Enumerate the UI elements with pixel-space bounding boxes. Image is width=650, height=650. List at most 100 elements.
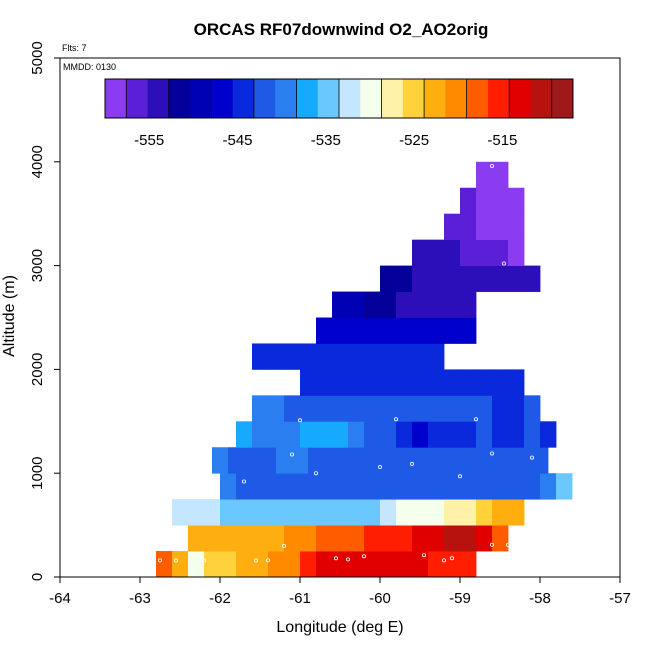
heatmap-cell — [412, 499, 429, 526]
sample-point — [473, 417, 478, 422]
heatmap-cell — [364, 421, 381, 448]
colorbar-segment — [253, 79, 276, 118]
heatmap-cell — [484, 447, 501, 474]
heatmap-cell — [492, 473, 509, 500]
heatmap-cell — [460, 473, 477, 500]
heatmap-cell — [316, 421, 333, 448]
heatmap-cell — [340, 447, 357, 474]
sample-point — [289, 452, 294, 457]
x-tick-label: -58 — [529, 590, 551, 607]
heatmap-cell — [412, 265, 429, 292]
heatmap-cell — [380, 551, 397, 578]
heatmap-cell — [428, 473, 445, 500]
y-tick-label: 5000 — [29, 41, 46, 74]
heatmap-cell — [348, 473, 365, 500]
x-tick-label: -63 — [129, 590, 151, 607]
heatmap-cell — [492, 187, 509, 215]
sample-point — [393, 417, 398, 422]
heatmap-cell — [316, 395, 333, 422]
heatmap-cell — [380, 343, 397, 370]
chart-title: ORCAS RF07downwind O2_AO2orig — [194, 20, 489, 39]
heatmap-cell — [268, 525, 285, 552]
heatmap-cell — [508, 499, 525, 526]
heatmap-cell — [188, 551, 205, 578]
heatmap-cell — [428, 239, 445, 266]
x-axis-label: Longitude (deg E) — [276, 619, 403, 636]
heatmap-cell — [332, 499, 349, 526]
heatmap-cell — [428, 421, 445, 448]
heatmap-cell — [284, 343, 301, 370]
colorbar-segment — [530, 79, 553, 118]
colorbar-tick-label: -555 — [134, 132, 164, 149]
heatmap-cell — [348, 551, 365, 578]
x-tick-label: -59 — [449, 590, 471, 607]
heatmap-cell — [348, 395, 365, 422]
heatmap-cell — [508, 473, 525, 500]
heatmap-cell — [316, 525, 333, 552]
heatmap-cell — [252, 421, 269, 448]
heatmap-cell — [444, 499, 461, 526]
sample-point — [449, 556, 454, 561]
heatmap-cell — [268, 421, 285, 448]
colorbar-segment — [317, 79, 340, 118]
colorbar-tick-label: -535 — [311, 132, 341, 149]
heatmap-cell — [524, 421, 541, 448]
heatmap-cell — [396, 291, 413, 318]
heatmap-cells — [156, 161, 573, 578]
heatmap-cell — [236, 421, 253, 448]
heatmap-cell — [364, 473, 381, 500]
y-tick-label: 1000 — [29, 457, 46, 490]
heatmap-cell — [204, 551, 221, 578]
heatmap-cell — [396, 369, 413, 396]
heatmap-cell — [380, 525, 397, 552]
heatmap-cell — [540, 421, 557, 448]
heatmap-cell — [404, 447, 421, 474]
heatmap-cell — [444, 421, 461, 448]
heatmap-cell — [348, 291, 365, 318]
heatmap-cell — [332, 317, 349, 344]
heatmap-cell — [300, 421, 317, 448]
heatmap-cell — [412, 369, 429, 396]
heatmap-cell — [444, 395, 461, 422]
heatmap-cell — [444, 213, 461, 241]
heatmap-cell — [460, 421, 477, 448]
colorbar-segment — [232, 79, 255, 118]
sample-point — [489, 542, 494, 547]
heatmap-cell — [444, 369, 461, 396]
mmdd-annotation: MMDD: 0130 — [63, 62, 116, 72]
heatmap-cell — [364, 499, 381, 526]
heatmap-cell — [324, 447, 341, 474]
heatmap-cell — [444, 525, 461, 552]
colorbar-segment — [339, 79, 361, 118]
heatmap-cell — [380, 421, 397, 448]
heatmap-cell — [364, 343, 381, 370]
heatmap-cell — [492, 265, 509, 292]
heatmap-cell — [532, 447, 549, 474]
heatmap-cell — [332, 473, 349, 500]
heatmap-cell — [428, 343, 445, 370]
heatmap-cell — [508, 213, 525, 241]
colorbar-segment — [466, 79, 489, 118]
heatmap-cell — [476, 239, 493, 266]
heatmap-cell — [220, 525, 237, 552]
heatmap-cell — [292, 447, 309, 474]
heatmap-cell — [412, 291, 429, 318]
heatmap-cell — [332, 421, 349, 448]
heatmap-cell — [348, 499, 365, 526]
sample-points — [157, 163, 535, 563]
sample-point — [237, 417, 242, 422]
heatmap-cell — [412, 473, 429, 500]
heatmap-cell — [460, 239, 477, 266]
heatmap-cell — [508, 239, 525, 266]
heatmap-cell — [204, 499, 221, 526]
heatmap-cell — [508, 265, 525, 292]
sample-point — [421, 553, 426, 558]
heatmap-cell — [396, 525, 413, 552]
heatmap-cell — [316, 499, 333, 526]
heatmap-cell — [348, 369, 365, 396]
heatmap-cell — [252, 525, 269, 552]
heatmap-cell — [268, 395, 285, 422]
heatmap-cell — [508, 421, 525, 448]
heatmap-cell — [252, 499, 269, 526]
heatmap-cell — [412, 421, 429, 448]
